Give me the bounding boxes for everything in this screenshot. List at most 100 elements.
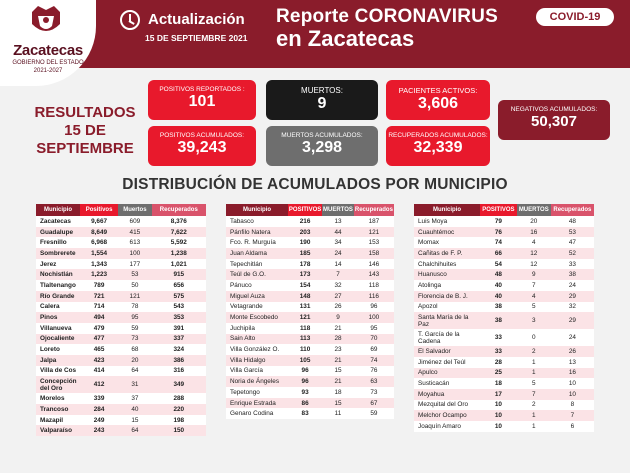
cell-recuperados: 52	[550, 248, 594, 259]
cell-positivos: 10	[494, 401, 502, 409]
stat-value: 101	[188, 93, 216, 110]
cell-recuperados: 158	[353, 248, 394, 259]
table-row: Juchipila 118 21 95	[226, 323, 394, 334]
cell-municipio: Tlaltenango	[40, 281, 76, 289]
cell-muertos: 18	[334, 388, 342, 396]
cell-muertos: 64	[118, 425, 152, 437]
cell-muertos: 4	[516, 290, 551, 302]
stat-positivos-acumulados: POSITIVOS ACUMULADOS: 39,243	[148, 126, 256, 166]
table-row: Huanusco 48 9 38	[414, 269, 594, 281]
col-recuperados: Recuperados	[151, 204, 206, 216]
cell-municipio: Genaro Codina	[230, 410, 274, 418]
table-row: Florencia de B. J. 40 4 29	[414, 290, 594, 302]
cell-positivos: 38	[480, 312, 517, 330]
cell-recuperados: 29	[550, 290, 594, 302]
cell-recuperados: 47	[568, 239, 576, 247]
cell-muertos: 20	[530, 217, 538, 225]
cell-positivos: 1,554	[80, 248, 119, 259]
cell-municipio: Pánuco	[230, 281, 252, 289]
col-muertos: MUERTOS	[516, 204, 551, 216]
table-row: Genaro Codina 83 11 59	[226, 408, 394, 419]
cell-municipio: Juan Aldama	[226, 248, 288, 259]
state-emblem-icon	[32, 6, 60, 31]
cell-positivos: 131	[299, 303, 311, 311]
table-row: Mezquital del Oro 10 2 8	[414, 400, 594, 411]
cell-muertos: 73	[118, 333, 152, 345]
cell-municipio: Apozol	[418, 303, 438, 311]
table-row: Jalpa 423 20 386	[36, 354, 206, 366]
cell-positivos: 477	[80, 333, 119, 345]
cell-muertos: 2	[531, 401, 536, 409]
cell-muertos: 2	[516, 346, 551, 357]
table-row: Susticacán 18 5 10	[414, 378, 594, 389]
cell-municipio: Pinos	[36, 312, 80, 323]
section-title: DISTRIBUCIÓN DE ACUMULADOS POR MUNICIPIO	[122, 176, 508, 193]
cell-positivos: 339	[93, 395, 105, 403]
cell-recuperados: 24	[568, 334, 576, 342]
cell-positivos: 18	[494, 380, 502, 388]
table-row: Tepetongo 93 18 73	[226, 387, 394, 398]
cell-municipio: Momax	[418, 239, 439, 247]
cell-muertos: 28	[322, 333, 354, 345]
cell-muertos: 20	[118, 354, 152, 366]
cell-positivos: 412	[80, 376, 119, 394]
cell-recuperados: 288	[173, 395, 185, 403]
cell-positivos: 25	[480, 367, 517, 379]
cell-positivos: 8,649	[80, 226, 119, 238]
cell-positivos: 203	[288, 226, 323, 238]
stat-label: RECUPERADOS ACUMULADOS:	[388, 132, 488, 139]
cell-positivos: 714	[93, 303, 105, 311]
cell-recuperados: 153	[368, 239, 380, 247]
stat-pacientes-activos: PACIENTES ACTIVOS: 3,606	[386, 80, 490, 120]
table-row: Villa García 96 15 76	[226, 366, 394, 377]
cell-recuperados: 1,238	[151, 248, 206, 259]
stat-value: 32,339	[413, 139, 463, 156]
table-row: Joaquín Amaro 10 1 6	[414, 421, 594, 432]
table-row: Santa María de la Paz 38 3 29	[414, 312, 594, 330]
table-row: Pánfilo Natera 203 44 121	[226, 226, 394, 238]
cell-municipio: Calera	[40, 303, 60, 311]
cell-muertos: 613	[129, 239, 141, 247]
table-row: Sombrerete 1,554 100 1,238	[36, 248, 206, 259]
col-recuperados: Recuperados	[550, 204, 594, 216]
cell-positivos: 54	[494, 260, 502, 268]
cell-municipio: Tepetongo	[230, 388, 260, 396]
cell-muertos: 1	[531, 422, 536, 430]
col-positivos: Positivos	[80, 204, 119, 216]
cell-muertos: 15	[131, 416, 139, 424]
cell-municipio: Moyahua	[414, 388, 480, 400]
cell-positivos: 28	[494, 358, 502, 366]
cell-recuperados: 198	[173, 416, 185, 424]
cell-positivos: 118	[299, 324, 311, 332]
table-row: Moyahua 17 7 10	[414, 388, 594, 400]
table-row: Vetagrande 131 26 96	[226, 302, 394, 313]
table-row: Atolinga 40 7 24	[414, 280, 594, 291]
cell-muertos: 1	[516, 410, 551, 421]
cell-municipio: Villa García	[230, 367, 263, 375]
cell-positivos: 423	[80, 354, 119, 366]
cell-municipio: Tabasco	[230, 217, 254, 225]
table-row: Nochistlán 1,223 53 915	[36, 269, 206, 281]
cell-municipio: Valparaíso	[36, 425, 80, 437]
table-row: Concepción del Oro 412 31 349	[36, 376, 206, 394]
cell-municipio: Morelos	[40, 395, 65, 403]
table-row: Tepechitlán 178 14 146	[226, 259, 394, 270]
cell-muertos: 21	[322, 376, 354, 387]
cell-muertos: 64	[131, 367, 139, 375]
cell-municipio: Enrique Estrada	[226, 397, 288, 409]
cell-positivos: 6,968	[91, 239, 108, 247]
cell-municipio: Melchor Ocampo	[414, 410, 480, 421]
col-municipio: Municipio	[226, 204, 288, 216]
stat-value: 50,307	[531, 113, 577, 130]
cell-municipio: Chalchihuites	[418, 260, 457, 268]
cell-positivos: 76	[480, 226, 517, 238]
cell-muertos: 5	[531, 303, 536, 311]
cell-recuperados: 316	[173, 367, 185, 375]
cell-municipio: Juchipila	[230, 324, 255, 332]
cell-municipio: Susticacán	[418, 380, 450, 388]
cell-muertos: 5	[531, 380, 536, 388]
results-label: RESULTADOS 15 DE SEPTIEMBRE	[34, 104, 136, 157]
table-row: Villa González O. 110 23 69	[226, 344, 394, 355]
cell-recuperados: 146	[368, 260, 380, 268]
cell-positivos: 190	[299, 239, 311, 247]
